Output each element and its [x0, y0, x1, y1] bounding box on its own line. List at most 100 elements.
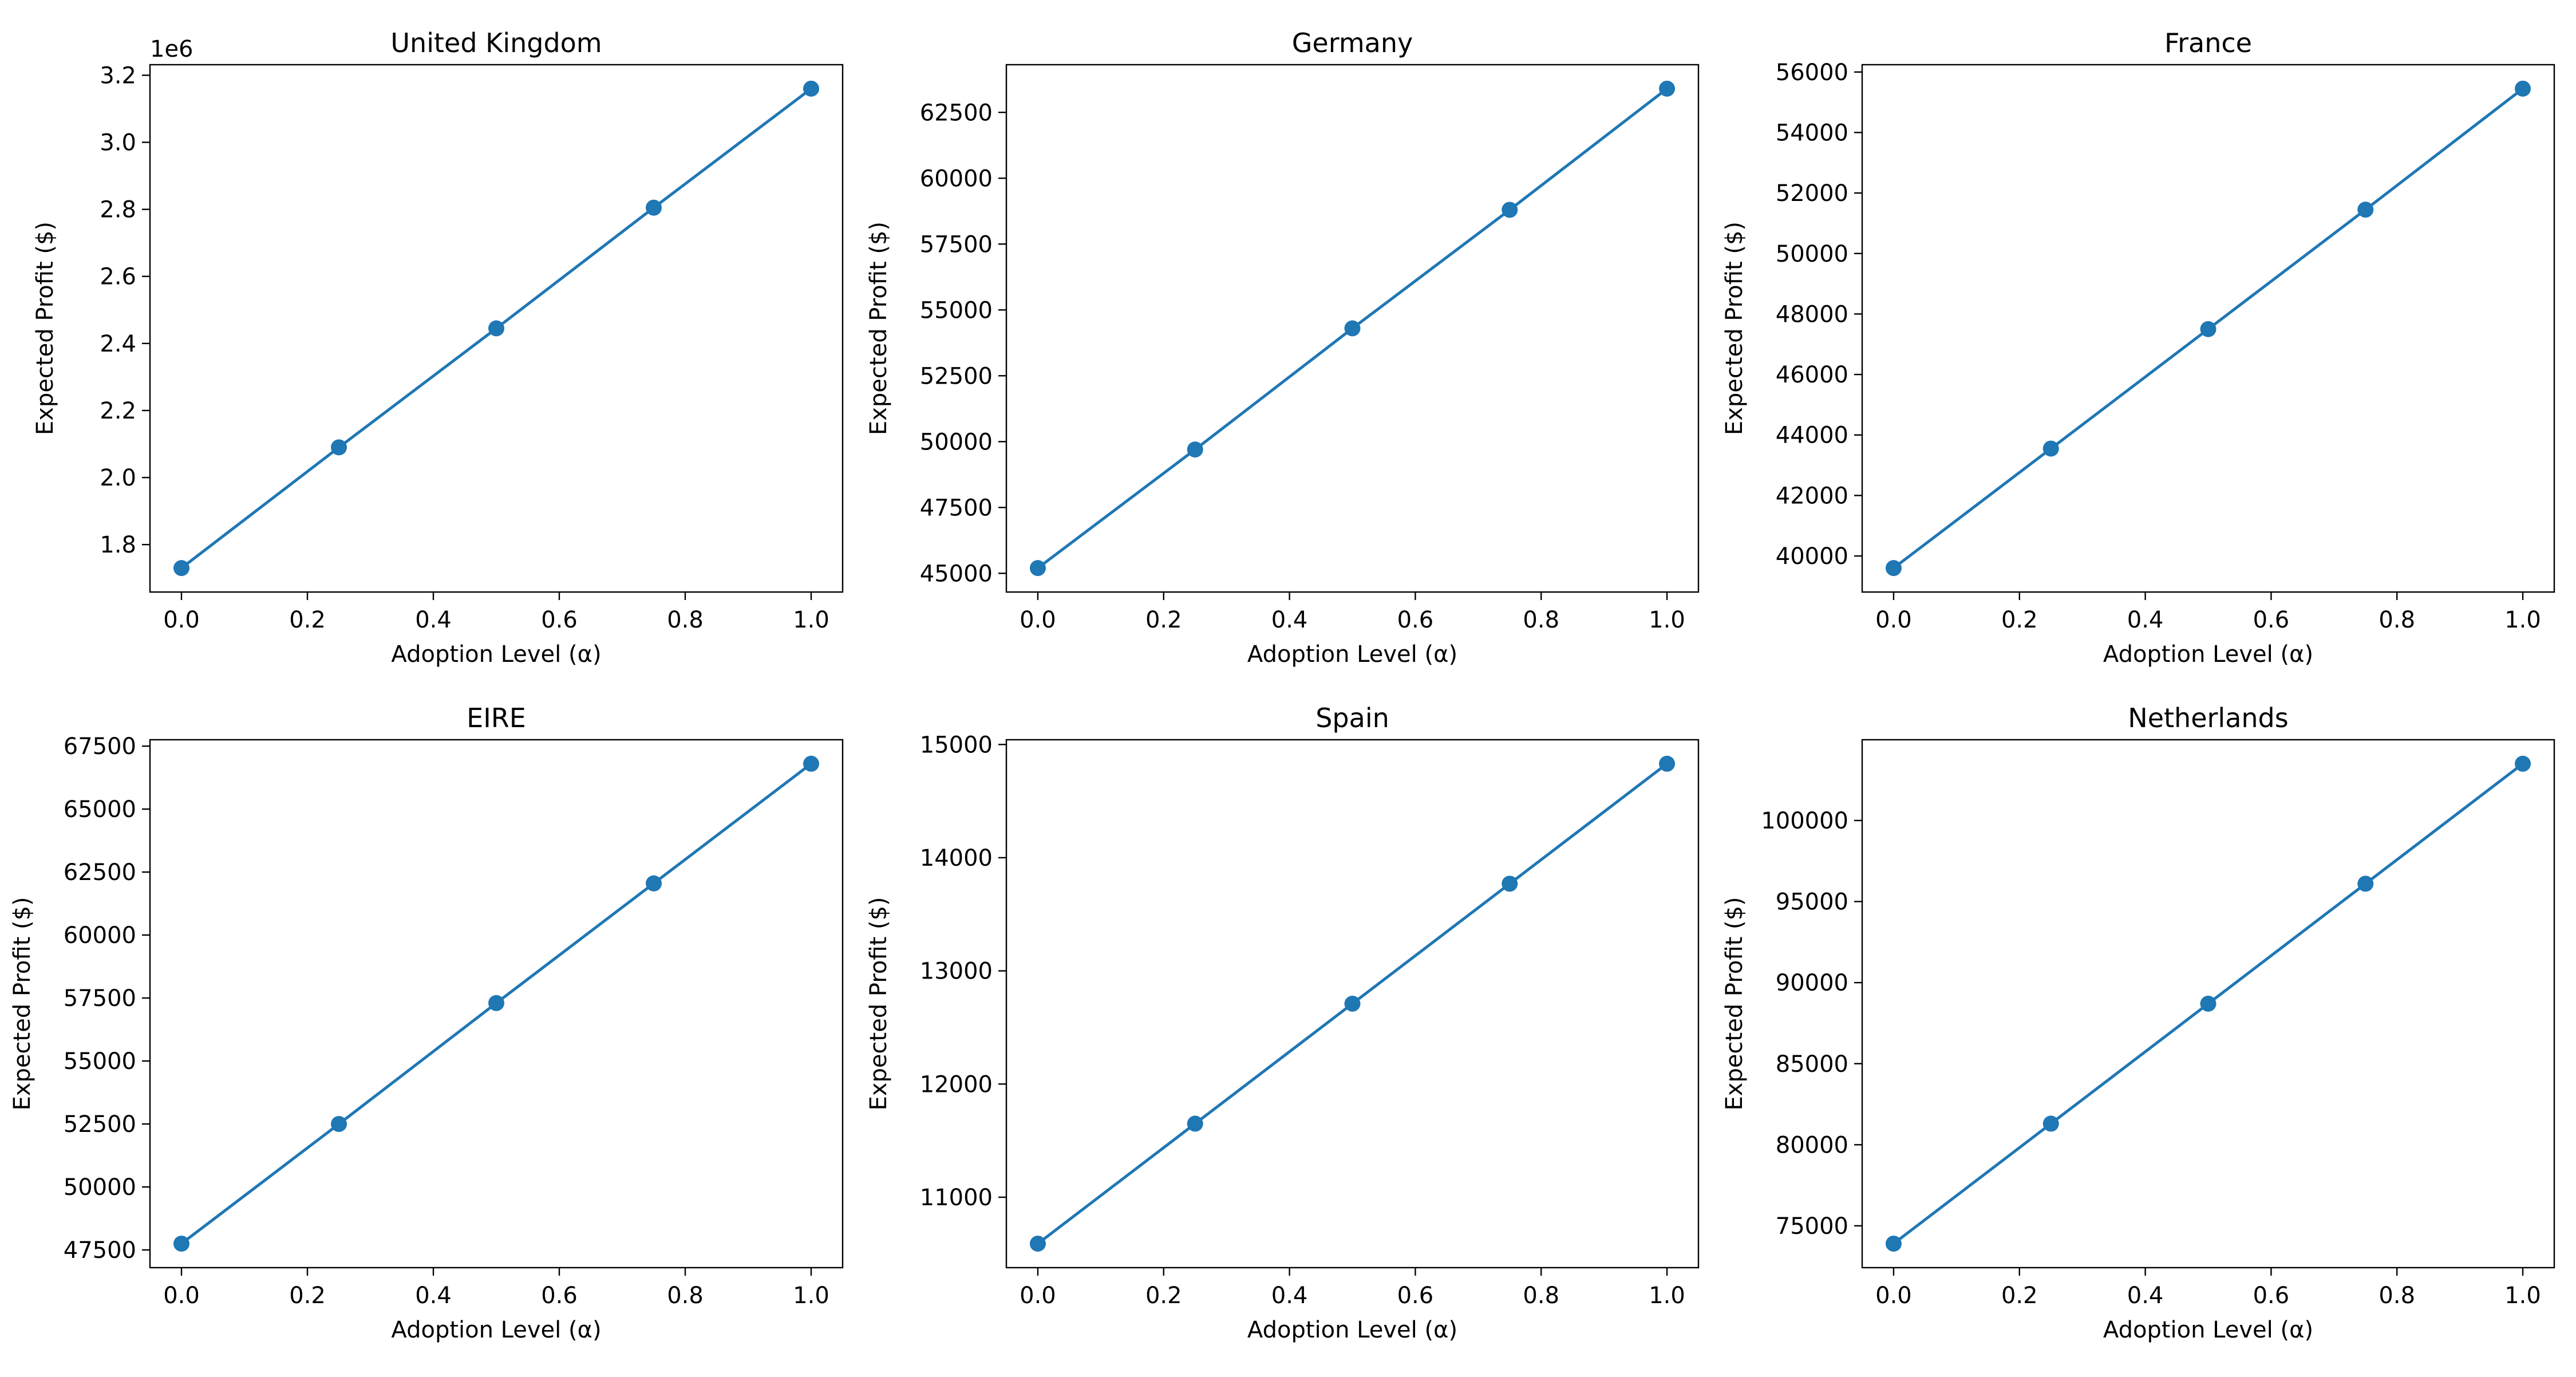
y-tick-label: 45000 — [920, 561, 993, 587]
y-tick-label: 3.0 — [100, 130, 136, 156]
x-tick-label: 0.2 — [289, 1283, 326, 1309]
x-tick-label: 0.8 — [2379, 607, 2415, 633]
x-tick-label: 0.6 — [2253, 607, 2290, 633]
y-tick-label: 2.2 — [100, 398, 136, 424]
subplot-0: United Kingdom 0.0 0.2 0.4 0.6 0.8 1.0 1.8 2.0 2.… — [32, 27, 844, 668]
x-tick-label: 1.0 — [2504, 1283, 2541, 1309]
x-tick-label: 0.0 — [163, 607, 200, 633]
subplot-4: Spain 0.0 0.2 0.4 0.6 0.8 1.0 11000 12000 13000 14… — [866, 703, 1700, 1343]
axes-frame — [1005, 739, 1700, 1269]
y-offset-label: 1e6 — [150, 36, 193, 62]
y-tick-label: 57500 — [64, 985, 136, 1012]
y-tick-label: 50000 — [1776, 241, 1848, 267]
subplot-title: EIRE — [467, 703, 526, 733]
data-point — [488, 995, 504, 1011]
data-point — [1885, 1236, 1902, 1252]
x-tick-label: 0.8 — [1523, 1283, 1559, 1309]
subplot-title: Spain — [1315, 703, 1389, 733]
x-tick-label: 0.2 — [1145, 1283, 1182, 1309]
data-point — [2357, 875, 2374, 892]
x-tick-label: 0.6 — [541, 607, 578, 633]
x-tick-label: 1.0 — [1649, 1283, 1685, 1309]
y-tick-label: 47500 — [64, 1237, 136, 1264]
y-axis-label: Expected Profit ($) — [32, 222, 58, 435]
data-point — [2042, 1115, 2059, 1132]
y-tick-label: 47500 — [920, 495, 993, 521]
data-point — [2515, 80, 2531, 97]
y-tick-label: 52000 — [1776, 180, 1848, 207]
x-tick-label: 0.2 — [2001, 607, 2038, 633]
axes-frame — [1005, 64, 1700, 593]
subplot-title: United Kingdom — [390, 27, 602, 58]
y-tick-label: 15000 — [920, 732, 993, 758]
x-axis-label: Adoption Level (α) — [1247, 1317, 1457, 1343]
y-tick-label: 67500 — [64, 733, 136, 760]
x-tick-label: 0.4 — [415, 1283, 452, 1309]
subplot-title: Germany — [1292, 27, 1413, 58]
y-tick-label: 60000 — [64, 922, 136, 949]
x-tick-label: 0.8 — [667, 1283, 704, 1309]
axes-frame — [149, 64, 844, 593]
data-point — [803, 80, 819, 97]
x-axis-label: Adoption Level (α) — [391, 1317, 601, 1343]
x-tick-label: 0.4 — [1271, 1283, 1308, 1309]
x-axis-label: Adoption Level (α) — [2103, 1317, 2313, 1343]
data-point — [1344, 996, 1361, 1012]
y-axis-label: Expected Profit ($) — [1721, 222, 1748, 435]
x-tick-label: 0.2 — [2001, 1283, 2038, 1309]
y-tick-label: 50000 — [920, 429, 993, 455]
x-tick-label: 1.0 — [1649, 607, 1685, 633]
y-tick-label: 62500 — [920, 100, 993, 126]
y-axis-label: Expected Profit ($) — [9, 897, 35, 1110]
y-tick-label: 56000 — [1776, 60, 1848, 86]
x-tick-label: 0.8 — [2379, 1283, 2415, 1309]
data-point — [2515, 755, 2531, 772]
y-tick-label: 100000 — [1761, 808, 1848, 834]
y-tick-label: 2.8 — [100, 197, 136, 223]
y-tick-label: 62500 — [64, 859, 136, 886]
y-axis-label: Expected Profit ($) — [1721, 897, 1748, 1110]
y-tick-label: 2.4 — [100, 331, 136, 357]
y-tick-label: 48000 — [1776, 301, 1848, 328]
data-point — [1502, 202, 1518, 218]
y-axis-label: Expected Profit ($) — [866, 897, 892, 1110]
data-point — [1344, 320, 1361, 337]
data-point — [1187, 441, 1203, 458]
data-point — [1659, 80, 1676, 97]
axes-frame — [149, 739, 844, 1269]
x-tick-label: 0.0 — [1020, 1283, 1056, 1309]
subplot-title: Netherlands — [2128, 703, 2288, 733]
y-tick-label: 42000 — [1776, 483, 1848, 509]
data-point — [2357, 202, 2374, 218]
data-point — [1187, 1115, 1203, 1132]
data-point — [803, 755, 819, 772]
data-point — [1502, 875, 1518, 892]
subplot-title: France — [2164, 27, 2252, 58]
data-point — [173, 560, 189, 577]
x-axis-label: Adoption Level (α) — [1247, 641, 1457, 668]
y-tick-label: 46000 — [1776, 362, 1848, 388]
y-tick-label: 52500 — [64, 1111, 136, 1138]
y-tick-label: 40000 — [1776, 543, 1848, 570]
x-tick-label: 1.0 — [793, 607, 829, 633]
y-tick-label: 65000 — [64, 796, 136, 823]
data-point — [173, 1236, 189, 1252]
x-tick-label: 0.4 — [1271, 607, 1308, 633]
x-tick-label: 0.0 — [1020, 607, 1056, 633]
x-tick-label: 0.6 — [1397, 1283, 1434, 1309]
y-tick-label: 55000 — [64, 1048, 136, 1075]
x-tick-label: 1.0 — [793, 1283, 829, 1309]
x-tick-label: 0.8 — [667, 607, 704, 633]
data-point — [2200, 996, 2217, 1012]
data-point — [646, 875, 662, 891]
data-point — [1659, 755, 1676, 772]
y-tick-label: 13000 — [920, 958, 993, 985]
x-tick-label: 0.4 — [2127, 1283, 2164, 1309]
y-tick-label: 3.2 — [100, 62, 136, 89]
x-axis-label: Adoption Level (α) — [2103, 641, 2313, 668]
y-tick-label: 57500 — [920, 231, 993, 258]
x-tick-label: 0.2 — [1145, 607, 1182, 633]
y-tick-label: 14000 — [920, 845, 993, 871]
y-axis-label: Expected Profit ($) — [866, 222, 892, 435]
